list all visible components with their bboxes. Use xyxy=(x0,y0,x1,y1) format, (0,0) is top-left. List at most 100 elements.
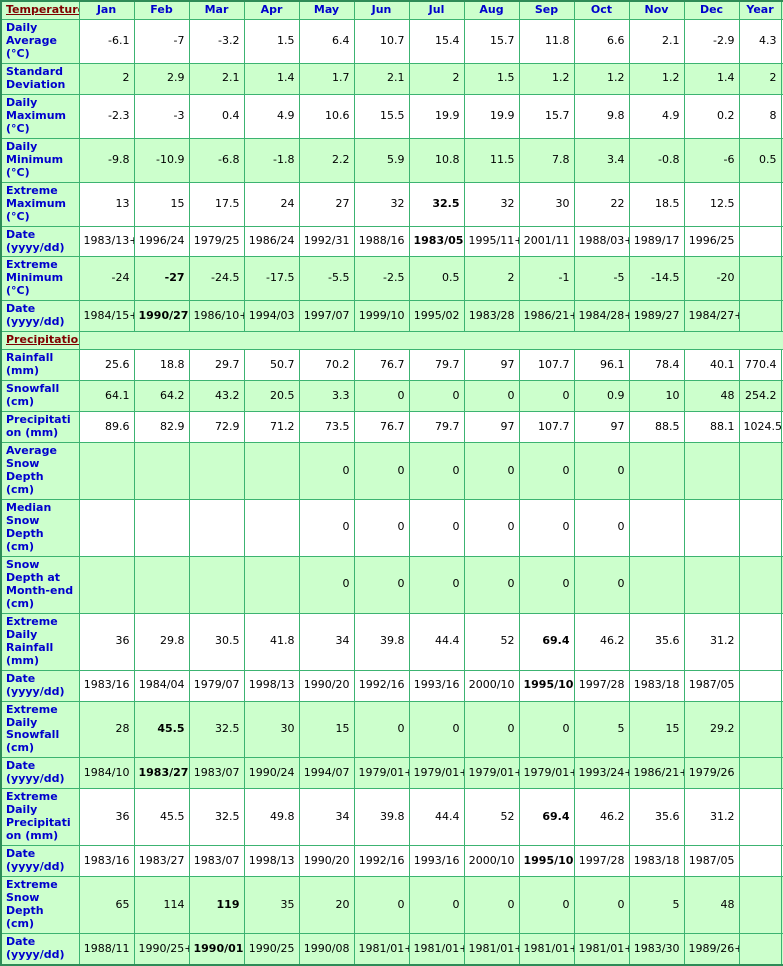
data-cell: 0.9 xyxy=(573,380,630,413)
data-cell: 10.8 xyxy=(408,137,465,183)
data-cell: 1989/26+ xyxy=(683,933,740,966)
table-row: Extreme Snow Depth (cm) 65 114 119 35 20 0 0 0 0 0… xyxy=(0,876,783,935)
data-cell: 20.5 xyxy=(243,380,300,413)
data-cell: 0 xyxy=(573,442,630,500)
data-cell: 6.4 xyxy=(298,18,355,64)
data-cell xyxy=(188,498,245,557)
data-cell xyxy=(78,555,135,614)
row-label: Extreme Minimum (°C) xyxy=(0,256,80,302)
data-cell xyxy=(738,225,782,258)
data-cell xyxy=(133,555,190,614)
data-cell xyxy=(738,442,782,500)
section-header-precipitation: Precipitation: xyxy=(0,331,80,351)
data-cell: 107.7 xyxy=(518,411,575,444)
data-cell: 0 xyxy=(353,498,410,557)
data-cell: 1.7 xyxy=(298,62,355,95)
data-cell: 0 xyxy=(573,876,630,935)
data-cell: 8 xyxy=(738,93,782,139)
table-row: Snow Depth at Month-end (cm)000000D xyxy=(0,555,783,614)
data-cell: 13 xyxy=(78,181,135,227)
row-label: Precipitation (mm) xyxy=(0,411,80,444)
data-cell: 15.4 xyxy=(408,18,465,64)
row-label: Snowfall (cm) xyxy=(0,380,80,413)
data-cell xyxy=(133,442,190,500)
data-cell: 79.7 xyxy=(408,349,465,382)
data-cell: 22 xyxy=(573,181,630,227)
data-cell: 2.2 xyxy=(298,137,355,183)
data-cell: 1983/07 xyxy=(188,845,245,878)
table-row: Extreme Daily Precipitation (mm) 36 45.5 32… xyxy=(0,788,783,847)
data-cell: 1.2 xyxy=(573,62,630,95)
data-cell: -6.8 xyxy=(188,137,245,183)
data-cell: 114 xyxy=(133,876,190,935)
data-cell: 31.2 xyxy=(683,612,740,671)
data-cell: -17.5 xyxy=(243,256,300,302)
column-header-nov: Nov xyxy=(628,0,685,20)
data-cell: 1992/16 xyxy=(353,845,410,878)
code-cell: C xyxy=(780,349,783,382)
data-cell: 1981/01+ xyxy=(463,933,520,966)
data-cell: 1988/16 xyxy=(353,225,410,258)
data-cell: 39.8 xyxy=(353,612,410,671)
table-row: Date (yyyy/dd) 1983/13+ 1996/24 1979/25 1986… xyxy=(0,225,783,258)
column-header-feb: Feb xyxy=(133,0,190,20)
data-cell: 2 xyxy=(463,256,520,302)
data-cell: 1024.5 xyxy=(738,411,782,444)
data-cell: 1981/01+ xyxy=(573,933,630,966)
row-label: Daily Minimum (°C) xyxy=(0,137,80,183)
data-cell xyxy=(628,442,685,500)
data-cell: -24 xyxy=(78,256,135,302)
data-cell xyxy=(628,555,685,614)
data-cell: 0 xyxy=(463,876,520,935)
data-cell: 48 xyxy=(683,380,740,413)
data-cell: 1983/18 xyxy=(628,845,685,878)
column-header-apr: Apr xyxy=(243,0,300,20)
data-cell: 1995/10 xyxy=(518,669,575,702)
data-cell: 82.9 xyxy=(133,411,190,444)
data-cell: 15 xyxy=(628,700,685,759)
data-cell: 39.8 xyxy=(353,788,410,847)
data-cell: 0 xyxy=(463,380,520,413)
data-cell: 15.5 xyxy=(353,93,410,139)
row-label: Median Snow Depth (cm) xyxy=(0,498,80,557)
table-row: Daily Maximum (°C) -2.3 -3 0.4 4.9 10.6 15.5 19… xyxy=(0,93,783,139)
data-cell: 46.2 xyxy=(573,788,630,847)
row-label: Date (yyyy/dd) xyxy=(0,845,80,878)
data-cell: 40.1 xyxy=(683,349,740,382)
row-label: Standard Deviation xyxy=(0,62,80,95)
data-cell: 1984/15+ xyxy=(78,300,135,333)
data-cell: -14.5 xyxy=(628,256,685,302)
data-cell: 1986/21+ xyxy=(628,757,685,790)
data-cell xyxy=(738,788,782,847)
data-cell: 1997/28 xyxy=(573,845,630,878)
data-cell xyxy=(738,845,782,878)
data-cell: 45.5 xyxy=(133,788,190,847)
data-cell: -6 xyxy=(683,137,740,183)
data-cell: 0 xyxy=(573,498,630,557)
data-cell: 7.8 xyxy=(518,137,575,183)
data-cell xyxy=(243,555,300,614)
data-cell: -24.5 xyxy=(188,256,245,302)
table-row: Date (yyyy/dd)1984/15+1990/27+1986/10+19… xyxy=(0,300,783,333)
data-cell: 44.4 xyxy=(408,612,465,671)
data-cell: 1983/28 xyxy=(463,300,520,333)
data-cell: 2 xyxy=(78,62,135,95)
code-cell: C xyxy=(780,380,783,413)
data-cell: 0 xyxy=(298,498,355,557)
data-cell: 0 xyxy=(353,555,410,614)
data-cell: 97 xyxy=(573,411,630,444)
data-cell: 15.7 xyxy=(518,93,575,139)
data-cell: -5 xyxy=(573,256,630,302)
data-cell: 2000/10 xyxy=(463,669,520,702)
data-cell: 1984/27+ xyxy=(683,300,740,333)
data-cell: 2000/10 xyxy=(463,845,520,878)
data-cell: 0 xyxy=(298,555,355,614)
data-cell: 34 xyxy=(298,788,355,847)
data-cell: 0 xyxy=(353,380,410,413)
row-label: Extreme Daily Precipitation (mm) xyxy=(0,788,80,847)
data-cell: 1990/25+ xyxy=(133,933,190,966)
data-cell: 1983/30 xyxy=(628,933,685,966)
data-cell: 0 xyxy=(463,700,520,759)
data-cell: 70.2 xyxy=(298,349,355,382)
